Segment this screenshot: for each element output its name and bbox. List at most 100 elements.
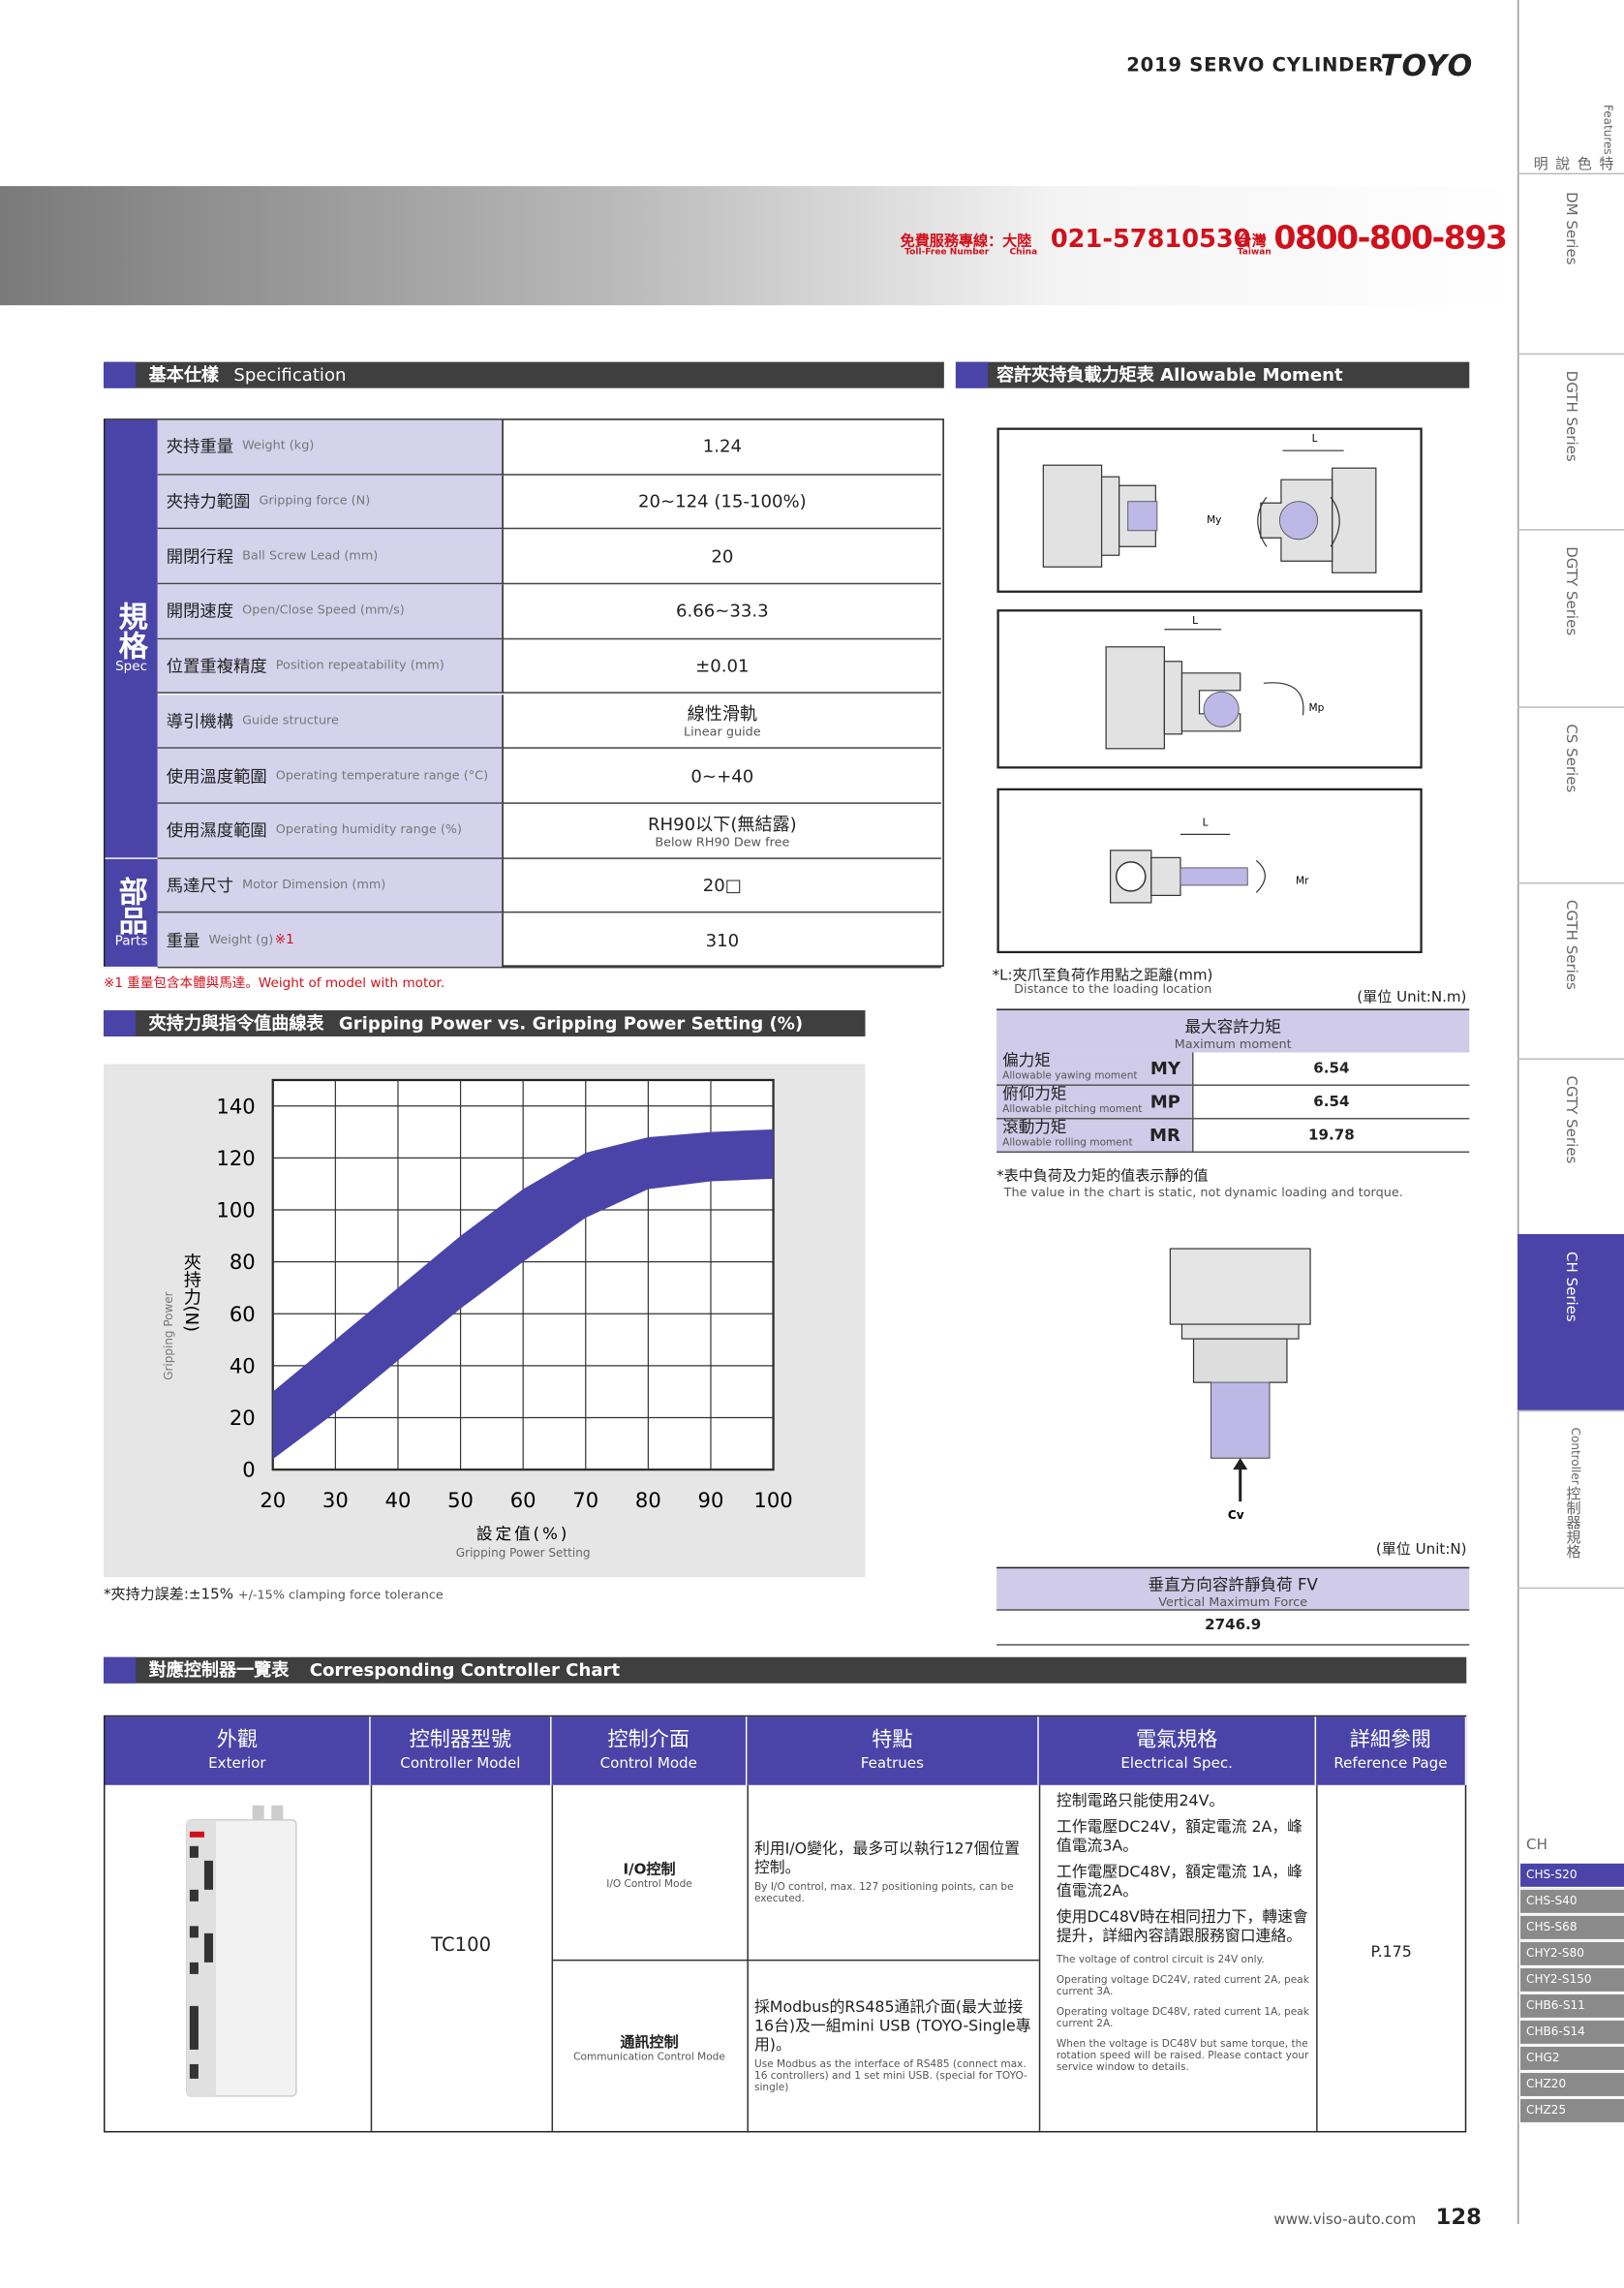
ctrl-header: 電氣規格 Electrical Spec.	[1038, 1716, 1317, 1785]
tab-text: DGTY Series	[1563, 546, 1579, 635]
y-tick-label: 80	[230, 1250, 256, 1274]
group-en: Parts	[114, 934, 148, 949]
side-tab: 特色說明 Features	[1517, 0, 1624, 175]
tab-en: DM Series	[1562, 192, 1579, 265]
page-number: 128	[1435, 2203, 1482, 2230]
tab-cn: 特色說明	[1529, 156, 1612, 171]
value: 20□	[702, 875, 742, 896]
chart-note-cn: *夾持力誤差:±15%	[103, 1587, 234, 1604]
spec-label: 夾持重量 Weight (kg)	[157, 419, 504, 476]
moment-value: 6.54	[1193, 1052, 1470, 1086]
col-line	[747, 1784, 749, 2131]
spec-note: ※1 重量包含本體與馬達。Weight of model with motor.	[103, 976, 445, 992]
header-cn: 特點	[872, 1728, 913, 1752]
x-tick-label: 50	[447, 1488, 474, 1512]
label-en: Guide structure	[242, 713, 339, 728]
feature-cell: 採Modbus的RS485通訊介面(最大並接16台)及一組mini USB (T…	[754, 1960, 1031, 2131]
group-cn: 規格	[113, 602, 149, 661]
elec-en: The voltage of control circuit is 24V on…	[1056, 1953, 1265, 1965]
value: ±0.01	[695, 655, 750, 677]
side-tab: CGTH Series	[1517, 882, 1624, 1060]
spec-label: 夾持力範圍 Gripping force (N)	[157, 475, 504, 530]
col-line	[551, 1784, 554, 2131]
tab-text: DGTH Series	[1563, 371, 1579, 462]
moment-code: MR	[1149, 1125, 1180, 1146]
mode-cell: I/O控制 I/O Control Mode	[552, 1785, 748, 1960]
x-tick-label: 70	[572, 1488, 598, 1512]
label-cn: 重量	[166, 929, 200, 950]
china-phone: 021-57810530	[1050, 225, 1251, 255]
value: 310	[705, 929, 740, 950]
label-en: Position repeatability (mm)	[275, 659, 444, 674]
mode-cell: 通訊控制 Communication Control Mode	[552, 1960, 748, 2131]
label-en: Operating humidity range (%)	[275, 822, 462, 838]
spec-value: 1.24	[503, 420, 941, 476]
moment-note-cn: *L:夾爪至負荷作用點之距離(mm)	[992, 968, 1213, 984]
header-en: Controller Model	[400, 1755, 521, 1773]
label-cn: 夾持重量	[166, 436, 234, 457]
controller-image	[186, 1805, 297, 2097]
tab-text: CGTY Series	[1563, 1075, 1579, 1163]
spec-label: 位置重複精度 Position repeatability (mm)	[157, 638, 504, 695]
col-line	[370, 1784, 373, 2131]
header-en: Control Mode	[599, 1755, 697, 1773]
china-en: China	[1009, 247, 1038, 258]
section-bar: 容許夾持負載力矩表 Allowable Moment	[955, 361, 1470, 388]
moment-head-en: Maximum moment	[1174, 1037, 1292, 1053]
moment-en: Allowable rolling moment	[1002, 1136, 1133, 1149]
spec-label: 重量 Weight (g) ※1	[157, 912, 504, 969]
moment-label: 俯仰力矩 Allowable pitching moment MP	[996, 1085, 1194, 1120]
tab-text: CGTH Series	[1563, 900, 1579, 990]
header-cn: 詳細參閱	[1349, 1728, 1432, 1752]
y-tick-label: 140	[216, 1094, 255, 1118]
x-tick-label: 40	[385, 1488, 412, 1512]
china-cn: 大陸	[1002, 233, 1032, 251]
model-item: CHS-S20	[1520, 1863, 1624, 1889]
spec-value: 310	[503, 913, 941, 969]
spec-title-cn: 基本仕樣	[148, 364, 220, 386]
tab-en: Features	[1601, 105, 1615, 155]
model-item: CHZ20	[1520, 2072, 1624, 2098]
moment-value: 19.78	[1193, 1119, 1470, 1154]
value: 20~124 (15-100%)	[637, 491, 807, 512]
feature-cn: 採Modbus的RS485通訊介面(最大並接16台)及一組mini USB (T…	[753, 1997, 1031, 2054]
chart-title-en: Gripping Power vs. Gripping Power Settin…	[338, 1012, 804, 1034]
spec-label: 使用濕度範圍 Operating humidity range (%)	[157, 803, 504, 859]
elec-en: Operating voltage DC24V, rated current 2…	[1056, 1973, 1309, 1997]
value: 6.66~33.3	[675, 601, 769, 622]
spec-value: 0~+40	[503, 749, 941, 804]
taiwan-en: Taiwan	[1237, 247, 1272, 258]
spec-label: 開閉速度 Open/Close Speed (mm/s)	[157, 584, 504, 639]
tab-cn: 控制器規格	[1562, 1486, 1579, 1560]
moment-en: Allowable pitching moment	[1002, 1102, 1143, 1115]
x-tick-label: 80	[635, 1488, 661, 1512]
static-en: The value in the chart is static, not dy…	[1003, 1186, 1403, 1201]
ctrl-header: 特點 Featrues	[747, 1716, 1039, 1785]
tab-en: CGTY Series	[1562, 1075, 1579, 1164]
service-en: Toll-Free Number China	[904, 247, 1037, 258]
model-item: CHB6-S11	[1520, 1994, 1624, 2020]
fv-head: 垂直方向容許靜負荷 FV Vertical Maximum Force	[996, 1566, 1470, 1611]
electrical-cell: 控制電路只能使用24V。 工作電壓DC24V，額定電流 2A，峰值電流3A。 工作電…	[1057, 1792, 1313, 2082]
mode-split	[551, 1959, 1039, 1962]
controller-table: 外觀 Exterior 控制器型號 Controller Model 控制介面 Contr…	[103, 1715, 1467, 2133]
spec-label: 使用溫度範圍 Operating temperature range (°C)	[157, 749, 504, 804]
label-cn: 開閉速度	[166, 601, 234, 622]
moment-note-en: Distance to the loading location	[1014, 982, 1212, 998]
dim-label: L	[1203, 817, 1209, 828]
header-cn: 控制器型號	[409, 1728, 512, 1752]
mode-en: Communication Control Mode	[573, 2050, 725, 2062]
value-sub: Below RH90 Dew free	[655, 835, 790, 850]
tab-en: Controller	[1568, 1427, 1582, 1485]
moment-diagrams: L My Mp Mr L L	[996, 427, 1423, 954]
y-tick-label: 120	[216, 1146, 255, 1170]
chart-note-en: +/-15% clamping force tolerance	[237, 1589, 444, 1604]
spec-label: 馬達尺寸 Motor Dimension (mm)	[157, 858, 504, 913]
y-tick-label: 40	[230, 1353, 256, 1377]
label-en: Weight (kg)	[242, 439, 315, 454]
spec-value: 線性滑軌 Linear guide	[503, 695, 941, 750]
static-cn: *表中負荷及力矩的值表示靜的值	[996, 1168, 1209, 1186]
tab-text: CH Series	[1563, 1252, 1579, 1322]
